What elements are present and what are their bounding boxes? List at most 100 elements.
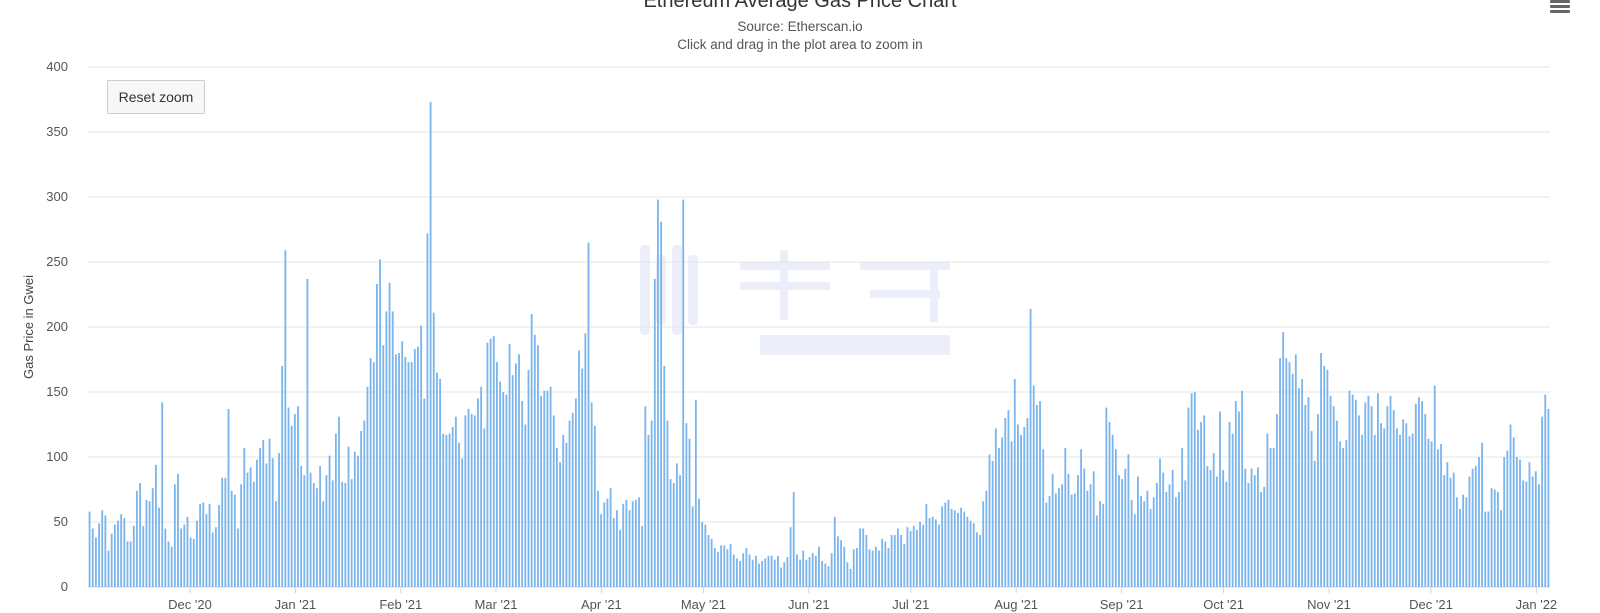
bar (1181, 447, 1184, 587)
bar (723, 545, 726, 587)
bar (170, 546, 173, 587)
bar (1219, 411, 1221, 587)
bar (1228, 421, 1231, 587)
bar (852, 549, 855, 587)
bar (1449, 477, 1452, 587)
bar (805, 559, 808, 587)
bar (259, 447, 262, 587)
bar (167, 541, 170, 587)
bar (622, 503, 625, 587)
bar (1531, 476, 1534, 587)
bar (1048, 496, 1051, 587)
bar (1140, 496, 1142, 587)
bar (1468, 476, 1471, 587)
bar (868, 549, 871, 587)
bar (388, 282, 391, 587)
bar (780, 567, 783, 587)
bar (1288, 362, 1291, 587)
bar (574, 398, 577, 587)
bar (1013, 379, 1016, 587)
bar (1001, 437, 1004, 587)
bar (802, 550, 805, 587)
x-tick-label: Jan '21 (275, 597, 317, 612)
bar (126, 541, 129, 587)
bar (101, 510, 104, 587)
bar (1285, 358, 1288, 587)
bar (584, 333, 587, 587)
bar (890, 535, 893, 587)
bar (1317, 414, 1319, 587)
bar (110, 533, 113, 587)
x-axis: Dec '20 Jan '21 Feb '21 Mar '21 Apr '21 May '… (168, 587, 1557, 612)
bar (713, 548, 716, 587)
bar (786, 557, 789, 587)
bar (1197, 429, 1199, 587)
bar (1105, 407, 1108, 587)
bar (739, 561, 741, 587)
bar (764, 558, 767, 587)
bar (196, 520, 198, 587)
x-tick-label: Dec '20 (168, 597, 212, 612)
bar (107, 550, 110, 587)
bar (1124, 468, 1127, 587)
bar (281, 366, 284, 587)
bar (666, 420, 669, 587)
bar (641, 525, 644, 587)
bar (1114, 449, 1117, 587)
bar (1070, 494, 1073, 587)
bar (1099, 501, 1101, 587)
bar (1380, 423, 1382, 587)
bar (470, 414, 473, 587)
bar (726, 549, 729, 587)
bar (1279, 358, 1281, 587)
bar-series (88, 102, 1550, 588)
bar (1282, 332, 1285, 587)
menu-icon[interactable] (1550, 0, 1570, 14)
bar (625, 499, 628, 587)
bar (284, 250, 287, 588)
bar (357, 455, 359, 587)
bar (1478, 457, 1480, 587)
bar (1339, 441, 1341, 587)
bar (1301, 379, 1304, 587)
bar (846, 562, 849, 587)
bar (1544, 394, 1547, 587)
bar (600, 514, 603, 587)
bar (887, 548, 890, 587)
bar (729, 544, 732, 587)
bar (445, 434, 448, 587)
chart-subtitle: Source: Etherscan.io (737, 19, 863, 34)
bar (1408, 436, 1411, 587)
bar (701, 522, 704, 587)
bar (1361, 434, 1364, 587)
bar (376, 284, 378, 587)
bar (884, 541, 887, 587)
bar (1395, 428, 1398, 587)
bar (1506, 450, 1509, 587)
bar (754, 555, 757, 587)
bar (1111, 434, 1114, 587)
bar (915, 529, 918, 587)
bar (145, 499, 148, 587)
bar (957, 512, 959, 587)
bar (897, 528, 899, 587)
bar (360, 431, 363, 587)
x-tick-label: Jul '21 (892, 597, 929, 612)
bar (1234, 401, 1237, 587)
bar (685, 423, 688, 587)
bar (173, 484, 176, 587)
bar (189, 537, 192, 587)
bar (660, 221, 663, 587)
bar (432, 312, 435, 587)
bar (1083, 468, 1086, 587)
bar (758, 563, 760, 587)
x-tick-label: Aug '21 (994, 597, 1038, 612)
bar (164, 528, 167, 587)
bar (252, 481, 255, 587)
x-tick-label: Dec '21 (1409, 597, 1453, 612)
bar (496, 362, 498, 587)
bar (1004, 418, 1007, 587)
bar (1095, 515, 1098, 587)
reset-zoom-button[interactable]: Reset zoom (107, 80, 205, 114)
